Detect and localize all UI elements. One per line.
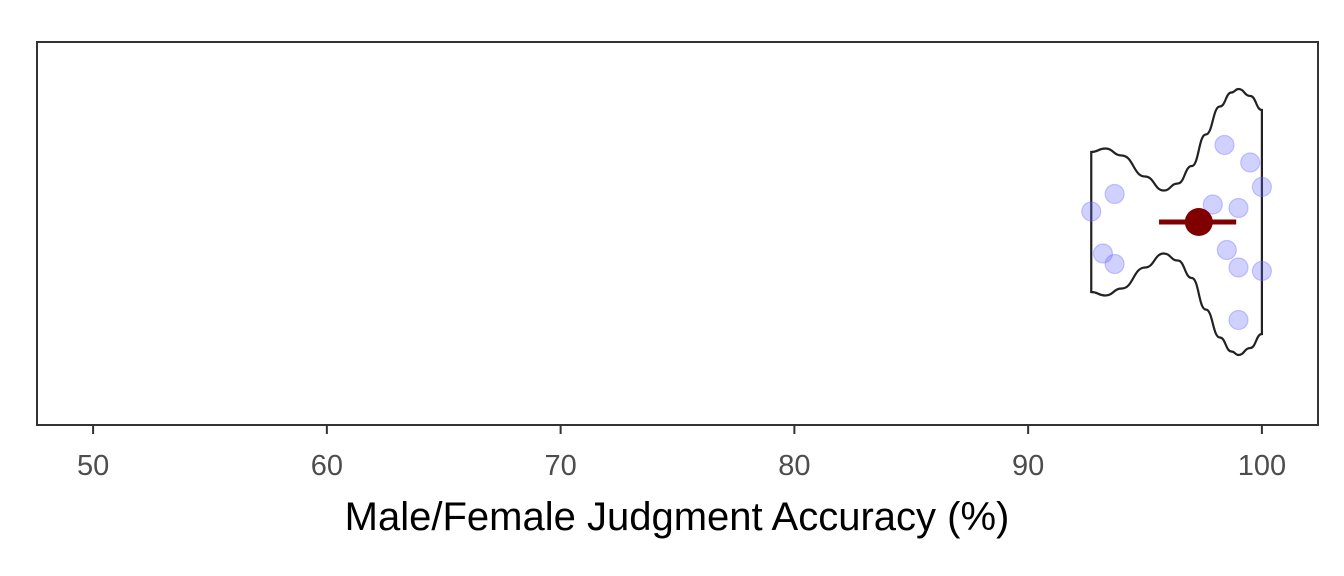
violin-layer: [1090, 87, 1263, 357]
x-axis-title: Male/Female Judgment Accuracy (%): [345, 495, 1010, 539]
violin-outline: [1090, 87, 1263, 357]
data-point: [1228, 197, 1249, 219]
mean-point: [1184, 208, 1213, 236]
x-tick-label: 70: [544, 450, 576, 482]
data-point: [1228, 309, 1249, 331]
data-point: [1216, 239, 1237, 261]
data-point: [1251, 260, 1272, 282]
data-point: [1092, 243, 1114, 264]
x-tick-label: 80: [778, 450, 810, 482]
x-tick-label: 90: [1012, 450, 1044, 482]
points-layer: [1081, 134, 1272, 331]
data-point: [1202, 194, 1223, 215]
data-point: [1081, 201, 1102, 222]
data-point: [1104, 253, 1125, 275]
x-tick-label: 50: [77, 450, 109, 482]
x-tick-label: 100: [1238, 450, 1286, 482]
x-axis: 50 60 70 80 90 100: [77, 425, 1286, 482]
data-point: [1228, 257, 1249, 278]
data-point: [1251, 176, 1272, 198]
panel-border: [36, 41, 1319, 426]
summary-layer: [1159, 208, 1237, 236]
data-point: [1104, 183, 1125, 205]
x-tick-label: 60: [311, 450, 343, 482]
data-point: [1240, 152, 1261, 173]
data-point: [1214, 134, 1235, 156]
